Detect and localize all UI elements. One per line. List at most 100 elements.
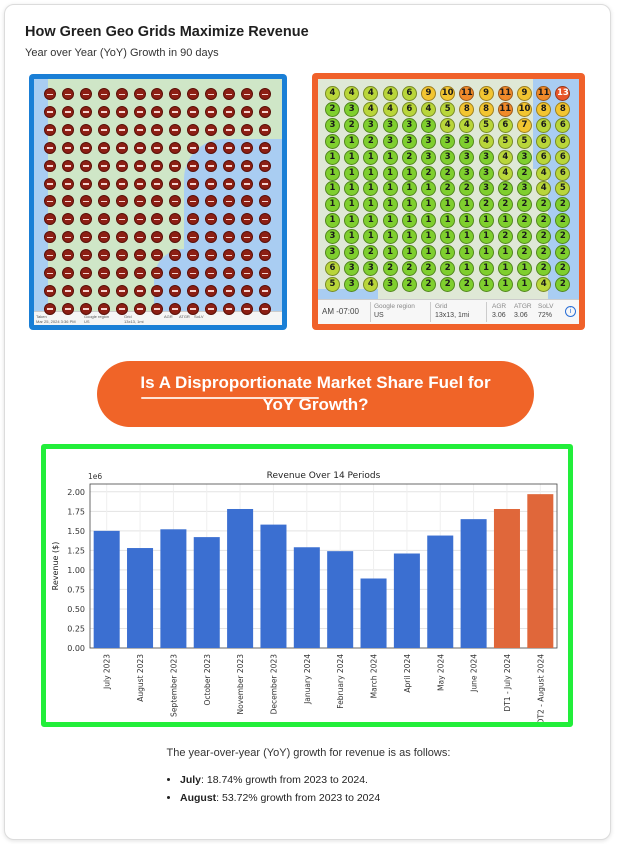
grid-marker[interactable] xyxy=(115,213,128,226)
grid-rank-marker[interactable]: 8 xyxy=(536,101,552,117)
grid-rank-marker[interactable]: 6 xyxy=(325,260,340,276)
grid-marker[interactable] xyxy=(115,302,128,315)
grid-marker[interactable] xyxy=(151,105,164,118)
grid-rank-marker[interactable]: 9 xyxy=(478,86,494,101)
grid-rank-marker[interactable]: 6 xyxy=(555,133,571,149)
grid-rank-marker[interactable]: 2 xyxy=(497,181,513,197)
grid-marker[interactable] xyxy=(133,177,146,190)
grid-rank-marker[interactable]: 1 xyxy=(478,245,494,260)
grid-rank-marker[interactable]: 6 xyxy=(536,149,552,165)
grid-rank-marker[interactable]: 5 xyxy=(325,276,340,292)
grid-rank-marker[interactable]: 2 xyxy=(459,181,475,197)
grid-rank-marker[interactable]: 2 xyxy=(517,213,532,229)
grid-marker[interactable] xyxy=(61,195,74,208)
grid-rank-marker[interactable]: 11 xyxy=(497,86,513,101)
grid-rank-marker[interactable]: 1 xyxy=(440,229,456,245)
grid-rank-marker[interactable]: 1 xyxy=(440,197,456,213)
grid-marker[interactable] xyxy=(97,195,110,208)
grid-rank-marker[interactable]: 2 xyxy=(536,229,552,245)
grid-marker[interactable] xyxy=(258,231,271,244)
grid-rank-marker[interactable]: 1 xyxy=(459,245,475,260)
grid-rank-marker[interactable]: 1 xyxy=(325,181,340,197)
grid-marker[interactable] xyxy=(169,195,182,208)
grid-marker[interactable] xyxy=(169,123,182,136)
grid-marker[interactable] xyxy=(61,88,74,100)
grid-rank-marker[interactable]: 3 xyxy=(325,117,340,133)
grid-rank-marker[interactable]: 1 xyxy=(478,229,494,245)
grid-rank-marker[interactable]: 1 xyxy=(382,165,398,181)
grid-marker[interactable] xyxy=(97,141,110,154)
grid-rank-marker[interactable]: 1 xyxy=(401,165,417,181)
grid-rank-marker[interactable]: 1 xyxy=(325,165,340,181)
grid-marker[interactable] xyxy=(205,213,218,226)
grid-rank-marker[interactable]: 1 xyxy=(440,213,456,229)
grid-rank-marker[interactable]: 7 xyxy=(517,117,532,133)
grid-rank-marker[interactable]: 2 xyxy=(421,165,436,181)
grid-marker[interactable] xyxy=(258,123,271,136)
grid-marker[interactable] xyxy=(133,284,146,297)
info-icon[interactable]: i xyxy=(565,306,576,317)
grid-rank-marker[interactable]: 2 xyxy=(517,245,532,260)
grid-marker[interactable] xyxy=(97,123,110,136)
grid-marker[interactable] xyxy=(44,231,56,244)
grid-rank-marker[interactable]: 3 xyxy=(344,245,360,260)
grid-marker[interactable] xyxy=(169,284,182,297)
grid-marker[interactable] xyxy=(205,159,218,172)
grid-marker[interactable] xyxy=(115,267,128,279)
grid-marker[interactable] xyxy=(169,231,182,244)
grid-marker[interactable] xyxy=(44,213,56,226)
grid-rank-marker[interactable]: 6 xyxy=(536,133,552,149)
grid-marker[interactable] xyxy=(79,231,92,244)
grid-rank-marker[interactable]: 1 xyxy=(344,149,360,165)
grid-rank-marker[interactable]: 4 xyxy=(536,181,552,197)
grid-marker[interactable] xyxy=(223,177,235,190)
grid-marker[interactable] xyxy=(61,177,74,190)
grid-marker[interactable] xyxy=(258,249,271,262)
grid-rank-marker[interactable]: 4 xyxy=(382,86,398,101)
grid-marker[interactable] xyxy=(44,195,56,208)
grid-rank-marker[interactable]: 1 xyxy=(344,133,360,149)
grid-rank-marker[interactable]: 6 xyxy=(555,117,571,133)
grid-marker[interactable] xyxy=(61,249,74,262)
grid-marker[interactable] xyxy=(240,231,253,244)
grid-marker[interactable] xyxy=(258,302,271,315)
grid-marker[interactable] xyxy=(258,267,271,279)
grid-rank-marker[interactable]: 3 xyxy=(478,181,494,197)
grid-marker[interactable] xyxy=(187,213,200,226)
grid-marker[interactable] xyxy=(133,88,146,100)
grid-rank-marker[interactable]: 1 xyxy=(421,229,436,245)
grid-marker[interactable] xyxy=(240,177,253,190)
grid-rank-marker[interactable]: 2 xyxy=(382,260,398,276)
grid-rank-marker[interactable]: 1 xyxy=(517,276,532,292)
grid-rank-marker[interactable]: 3 xyxy=(459,133,475,149)
grid-marker[interactable] xyxy=(79,249,92,262)
grid-rank-marker[interactable]: 1 xyxy=(344,197,360,213)
grid-rank-marker[interactable]: 1 xyxy=(459,197,475,213)
grid-rank-marker[interactable]: 1 xyxy=(382,149,398,165)
grid-marker[interactable] xyxy=(187,141,200,154)
grid-rank-marker[interactable]: 1 xyxy=(363,181,379,197)
grid-rank-marker[interactable]: 3 xyxy=(344,276,360,292)
grid-rank-marker[interactable]: 3 xyxy=(344,101,360,117)
grid-rank-marker[interactable]: 1 xyxy=(344,181,360,197)
grid-marker[interactable] xyxy=(115,141,128,154)
grid-rank-marker[interactable]: 1 xyxy=(382,229,398,245)
grid-marker[interactable] xyxy=(97,267,110,279)
grid-rank-marker[interactable]: 2 xyxy=(555,276,571,292)
grid-rank-marker[interactable]: 10 xyxy=(440,86,456,101)
grid-marker[interactable] xyxy=(97,159,110,172)
grid-rank-marker[interactable]: 3 xyxy=(382,133,398,149)
grid-marker[interactable] xyxy=(223,249,235,262)
grid-rank-marker[interactable]: 11 xyxy=(459,86,475,101)
grid-marker[interactable] xyxy=(258,195,271,208)
grid-marker[interactable] xyxy=(97,213,110,226)
grid-rank-marker[interactable]: 2 xyxy=(536,197,552,213)
grid-marker[interactable] xyxy=(115,123,128,136)
grid-rank-marker[interactable]: 4 xyxy=(478,133,494,149)
grid-marker[interactable] xyxy=(240,141,253,154)
grid-rank-marker[interactable]: 1 xyxy=(401,197,417,213)
grid-rank-marker[interactable]: 1 xyxy=(421,245,436,260)
grid-marker[interactable] xyxy=(223,195,235,208)
grid-rank-marker[interactable]: 8 xyxy=(555,101,571,117)
grid-marker[interactable] xyxy=(61,123,74,136)
